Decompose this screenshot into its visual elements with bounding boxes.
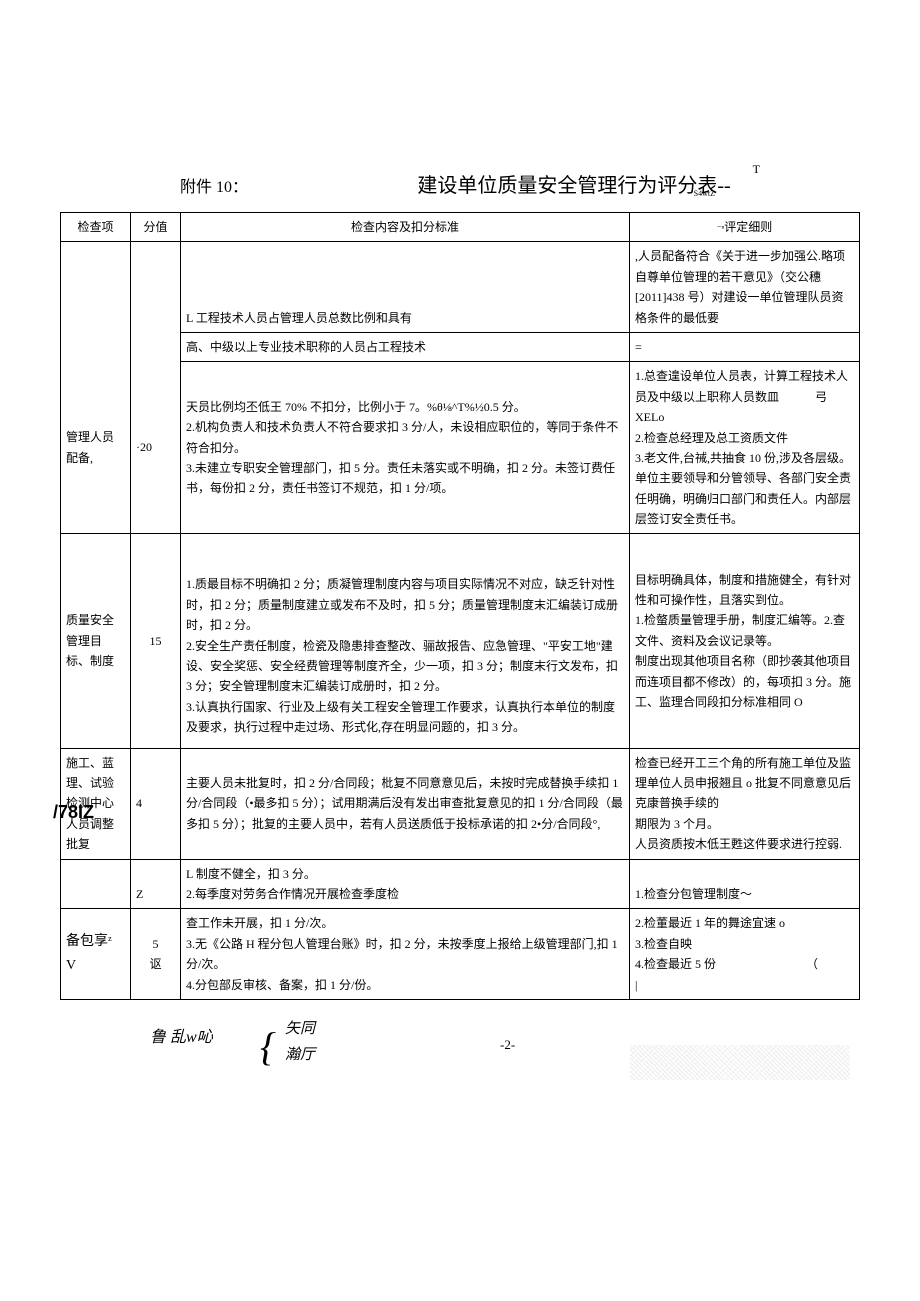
table-row-5b: 备包享ᶻ V 5 讴 查工作未开展，扣 1 分/次。 3.无《公路 H 程分包人… (61, 909, 860, 1000)
handwriting-brace: { (260, 1015, 276, 1079)
table-header-row: 检查项 分值 检查内容及扣分标准 ⁻ⁿ评定细则 (61, 213, 860, 242)
handwriting-right-2: 瀚厅 (285, 1043, 315, 1067)
header-rule: ⁻ⁿ评定细则 (630, 213, 860, 242)
cell-item-5a (61, 859, 131, 909)
scoring-table: 检查项 分值 检查内容及扣分标准 ⁻ⁿ评定细则 L 工程技术人员占管理人员总数比… (60, 212, 860, 1000)
table-row-1b-intermediate: 高、中级以上专业技术职称的人员占工程技术 = (61, 332, 860, 361)
cell-item-3: 质量安全管理目标、制度 (61, 534, 131, 748)
cell-item-4: 施工、蓝理、试验检测中心人员调整批复 /78IZ (61, 748, 131, 859)
cell-content-3: 1.质最目标不明确扣 2 分；质凝管理制度内容与项目实际情况不对应，缺乏针对性时… (181, 534, 630, 748)
cell-rule-2: 1.总查遑设单位人员表，计算工程技术人员及中级以上职称人员数皿 弓XELo 2.… (630, 362, 860, 534)
cell-rule-4: 检查已经开工三个角的所有施工单位及监理单位人员申报翘且 o 批复不同意意见后克康… (630, 748, 860, 859)
header-content: 检查内容及扣分标准 (181, 213, 630, 242)
cell-rule-3: 目标明确具体，制度和措施健全，有针对性和可操作性，且落实到位。 1.检螫质量管理… (630, 534, 860, 748)
cell-item-int (61, 332, 131, 361)
cell-content-2: 天员比例均丕低王 70% 不扣分，比例小于 7。%θ⅛^T%½0.5 分。 2.… (181, 362, 630, 534)
cell-score-4: 4 (131, 748, 181, 859)
page-number: -2- (500, 1035, 515, 1056)
cell-content-1a: L 工程技术人员占管理人员总数比例和具有 (181, 242, 630, 333)
cell-rule-1a: ,人员配备符合《关于进一步加强公.略项自尊单位管理的若干意见》（交公穗 [201… (630, 242, 860, 333)
cell-score-5b: 5 讴 (131, 909, 181, 1000)
cell-content-4: 主要人员未批复时，扣 2 分/合同段；枇复不同意意见后，未按时完成替换手续扣 1… (181, 748, 630, 859)
item-4-overlay: /78IZ (53, 797, 94, 828)
cell-item-1a (61, 242, 131, 333)
handwriting-left: 鲁 乱w吣 (150, 1025, 213, 1051)
cell-score-3: 15 (131, 534, 181, 748)
cell-rule-5a: 1.检查分包管理制度〜 (630, 859, 860, 909)
handwriting-right-1: 矢同 (285, 1017, 315, 1041)
cell-item-2: 管理人员配备, (61, 362, 131, 534)
cell-content-int: 高、中级以上专业技术职称的人员占工程技术 (181, 332, 630, 361)
title-subscript: S4wtZ (694, 188, 715, 201)
main-title: 建设单位质量安全管理行为评分表-- T S4wtZ (288, 170, 860, 202)
cell-rule-int: = (630, 332, 860, 361)
cell-score-2: ·20 (131, 362, 181, 534)
handwriting-area: 鲁 乱w吣 { 矢同 瀚厅 -2- (60, 1015, 860, 1095)
cell-score-1a (131, 242, 181, 333)
cell-score-int (131, 332, 181, 361)
cell-score-5a: Z (131, 859, 181, 909)
attachment-label: 附件 10： (180, 175, 248, 201)
cell-rule-5b: 2.检董最近 1 年的舞途宜速 o 3.检查自映 4.检查最近 5 份 （ | (630, 909, 860, 1000)
header-row: 附件 10： 建设单位质量安全管理行为评分表-- T S4wtZ (60, 170, 860, 202)
cell-item-5b: 备包享ᶻ V (61, 909, 131, 1000)
cell-content-5b: 查工作未开展，扣 1 分/次。 3.无《公路 H 程分包人管理台账》时，扣 2 … (181, 909, 630, 1000)
cell-content-5a: L 制度不健全，扣 3 分。 2.每季度对劳务合作情况开展检查季度检 (181, 859, 630, 909)
header-score: 分值 (131, 213, 181, 242)
title-superscript: T (753, 160, 760, 179)
scan-texture (630, 1045, 850, 1080)
title-text: 建设单位质量安全管理行为评分表-- (417, 175, 730, 197)
header-item: 检查项 (61, 213, 131, 242)
table-row-2: 管理人员配备, ·20 天员比例均丕低王 70% 不扣分，比例小于 7。%θ⅛^… (61, 362, 860, 534)
table-row-4: 施工、蓝理、试验检测中心人员调整批复 /78IZ 4 主要人员未批复时，扣 2 … (61, 748, 860, 859)
table-row-5a: Z L 制度不健全，扣 3 分。 2.每季度对劳务合作情况开展检查季度检 1.检… (61, 859, 860, 909)
table-row-3: 质量安全管理目标、制度 15 1.质最目标不明确扣 2 分；质凝管理制度内容与项… (61, 534, 860, 748)
table-row-1a: L 工程技术人员占管理人员总数比例和具有 ,人员配备符合《关于进一步加强公.略项… (61, 242, 860, 333)
